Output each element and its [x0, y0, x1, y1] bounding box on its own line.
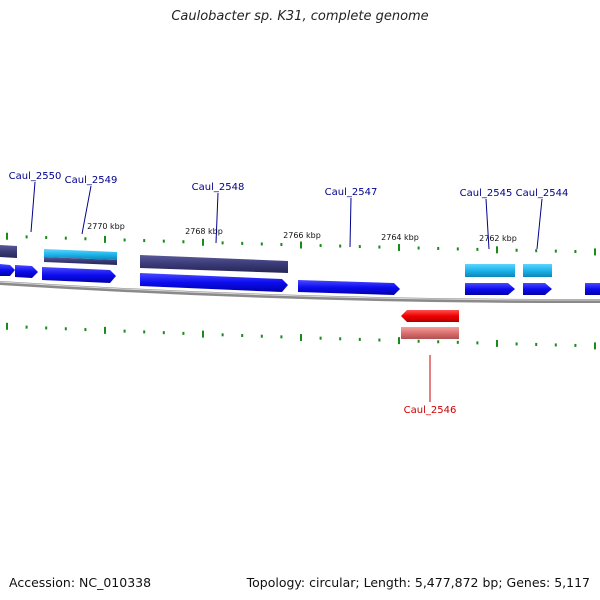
coordinate-ticks: 2770 kbp 2768 kbp 2766 kbp 2764 kbp 2762… — [87, 222, 517, 243]
gene-label[interactable]: Caul_2546 — [404, 405, 457, 416]
cds-arrow-plus[interactable] — [140, 273, 288, 292]
gene-bar[interactable] — [523, 264, 552, 277]
genome-backbone — [0, 281, 600, 304]
tick-label: 2764 kbp — [381, 233, 419, 242]
gene-labels: Caul_2550 Caul_2549 Caul_2548 Caul_2547 … — [9, 171, 569, 416]
tick-label: 2768 kbp — [185, 227, 223, 236]
gene-label[interactable]: Caul_2550 — [9, 171, 62, 182]
cds-arrow-plus[interactable] — [585, 283, 600, 295]
gene-bar[interactable] — [44, 257, 117, 265]
cds-arrow-plus[interactable] — [298, 280, 400, 295]
gene-bar[interactable] — [401, 327, 459, 339]
cds-arrow-plus[interactable] — [465, 283, 515, 295]
gene-bar[interactable] — [140, 255, 288, 273]
gene-label[interactable]: Caul_2545 — [460, 188, 513, 199]
genome-backbone-highlight — [0, 281, 600, 301]
cds-arrow-plus[interactable] — [15, 265, 38, 278]
accession-text: Accession: NC_010338 — [9, 575, 152, 590]
gene-bar[interactable] — [465, 264, 515, 277]
forward-gene-track — [0, 245, 552, 277]
forward-cds-track — [0, 264, 600, 295]
cds-arrow-plus[interactable] — [0, 264, 15, 276]
cds-arrow-minus[interactable] — [401, 310, 459, 322]
genome-summary-text: Topology: circular; Length: 5,477,872 bp… — [246, 575, 590, 590]
genome-title: Caulobacter sp. K31, complete genome — [171, 9, 429, 24]
gene-bar[interactable] — [0, 245, 17, 258]
gene-label[interactable]: Caul_2544 — [516, 188, 569, 199]
tick-label: 2770 kbp — [87, 222, 125, 231]
tick-label: 2762 kbp — [479, 234, 517, 243]
gene-label[interactable]: Caul_2549 — [65, 175, 118, 186]
gene-label[interactable]: Caul_2547 — [325, 187, 378, 198]
gene-label-leaders — [30, 181, 543, 250]
tick-marks-inner — [6, 322, 596, 350]
cds-arrow-plus[interactable] — [523, 283, 552, 295]
gene-bar[interactable] — [44, 249, 117, 260]
cds-arrow-plus[interactable] — [42, 267, 116, 283]
tick-label: 2766 kbp — [283, 231, 321, 240]
gene-label[interactable]: Caul_2548 — [192, 182, 245, 193]
tick-marks-outer — [6, 232, 596, 256]
